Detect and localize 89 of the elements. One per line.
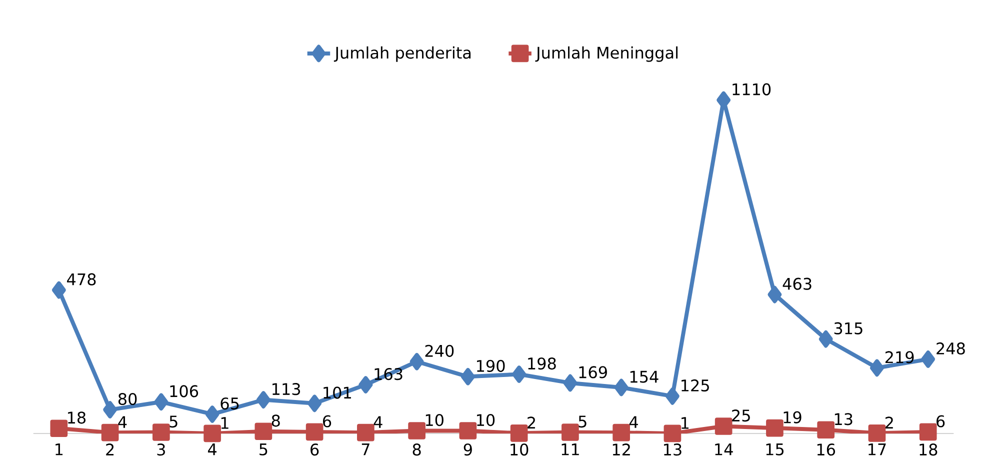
data-label: 219 xyxy=(885,350,914,364)
data-label: 125 xyxy=(682,379,709,392)
point xyxy=(664,424,682,442)
data-label: 5 xyxy=(578,415,586,428)
data-label: 1 xyxy=(221,416,228,429)
point xyxy=(205,405,220,423)
point xyxy=(818,330,833,348)
data-label: 154 xyxy=(630,370,658,383)
point xyxy=(614,378,628,396)
point xyxy=(714,417,732,435)
x-tick-label: 15 xyxy=(766,443,784,456)
point xyxy=(868,424,886,442)
x-tick-label: 2 xyxy=(106,443,114,456)
data-label: 4 xyxy=(118,416,127,428)
point xyxy=(563,374,578,392)
x-tick-label: 8 xyxy=(412,443,421,456)
data-label: 113 xyxy=(272,382,300,395)
point xyxy=(562,423,579,441)
data-label: 25 xyxy=(732,409,750,422)
point xyxy=(408,422,426,440)
point xyxy=(204,424,221,442)
x-tick-label: 10 xyxy=(510,443,528,456)
point xyxy=(921,350,936,368)
data-label: 10 xyxy=(477,414,495,426)
data-label: 2 xyxy=(528,416,535,428)
point xyxy=(256,390,270,408)
x-tick-label: 4 xyxy=(208,443,216,455)
data-label: 190 xyxy=(477,360,505,372)
point xyxy=(612,424,630,442)
point xyxy=(50,419,68,437)
data-label: 106 xyxy=(170,384,198,397)
x-tick-label: 5 xyxy=(260,443,268,456)
data-label: 1110 xyxy=(732,83,771,96)
point xyxy=(254,422,272,440)
point xyxy=(306,423,324,440)
point xyxy=(870,359,884,376)
point xyxy=(308,394,322,412)
point xyxy=(510,424,528,442)
point xyxy=(101,424,119,442)
x-tick-label: 1 xyxy=(56,443,63,455)
x-tick-label: 17 xyxy=(868,443,886,455)
data-label: 198 xyxy=(528,357,556,370)
x-tick-label: 13 xyxy=(664,443,682,456)
x-tick-label: 18 xyxy=(920,443,938,456)
x-tick-label: 7 xyxy=(362,443,370,455)
data-label: 6 xyxy=(323,414,332,428)
data-label: 13 xyxy=(834,412,852,425)
data-label: 80 xyxy=(118,392,137,405)
data-label: 463 xyxy=(782,278,812,290)
data-label: 6 xyxy=(936,414,945,428)
data-label: 315 xyxy=(834,322,862,334)
point xyxy=(152,423,170,441)
point xyxy=(410,352,424,370)
data-label: 240 xyxy=(425,344,454,357)
data-label: 248 xyxy=(936,342,965,354)
point xyxy=(768,286,782,303)
point xyxy=(766,419,784,436)
x-tick-label: 16 xyxy=(817,443,836,456)
data-label: 478 xyxy=(67,273,96,286)
point xyxy=(817,420,835,438)
point xyxy=(357,424,374,442)
data-label: 19 xyxy=(784,411,802,424)
x-tick-label: 9 xyxy=(464,443,472,456)
data-label: 4 xyxy=(374,416,382,428)
data-label: 2 xyxy=(885,416,893,428)
x-tick-label: 11 xyxy=(562,443,579,455)
x-tick-label: 3 xyxy=(157,443,165,456)
x-tick-label: 12 xyxy=(612,443,630,456)
legend-label: Jumlah Meninggal xyxy=(535,46,678,62)
point xyxy=(103,400,118,418)
point xyxy=(460,368,475,386)
point xyxy=(52,281,66,298)
data-label: 169 xyxy=(579,366,607,378)
data-label: 18 xyxy=(68,411,86,424)
point xyxy=(665,387,680,405)
point xyxy=(358,376,373,394)
point xyxy=(919,423,937,440)
point xyxy=(459,422,477,440)
data-label: 4 xyxy=(629,416,638,428)
data-label: 8 xyxy=(272,414,280,426)
point xyxy=(512,365,526,383)
x-tick-label: 14 xyxy=(715,443,733,455)
data-label: 65 xyxy=(220,397,239,410)
data-label: 10 xyxy=(426,414,444,426)
data-label: 1 xyxy=(682,416,688,429)
data-label: 5 xyxy=(170,415,178,428)
point xyxy=(154,392,168,410)
legend-label: Jumlah penderita xyxy=(334,46,471,62)
x-tick-label: 6 xyxy=(310,443,319,456)
